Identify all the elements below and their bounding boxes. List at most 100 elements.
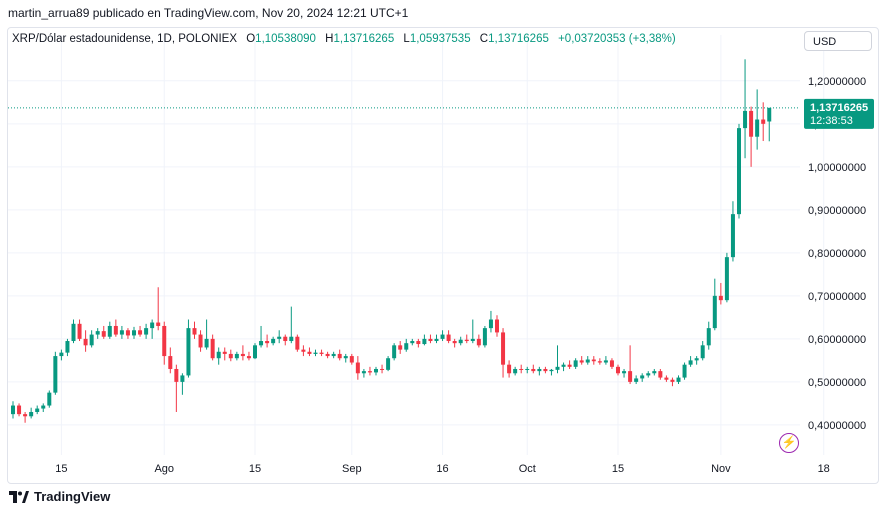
close-label: C: [479, 33, 489, 45]
candle-body: [216, 351, 221, 359]
candle-body: [597, 361, 602, 363]
candle-body: [367, 371, 372, 373]
candle-body: [174, 368, 179, 382]
candle-body: [591, 359, 596, 362]
high-value: 1,13716265: [333, 33, 395, 45]
y-tick-label: 0,60000000: [808, 334, 866, 346]
candle-body: [331, 353, 336, 357]
x-tick-label: Ago: [154, 463, 174, 475]
candle-body: [428, 338, 433, 342]
candle-body: [694, 358, 699, 361]
candle-body: [17, 405, 22, 415]
candle-body: [156, 322, 161, 326]
candle-body: [301, 349, 306, 352]
last-price-text: 1,13716265: [810, 102, 868, 114]
candle-body: [386, 358, 391, 370]
candle-body: [83, 338, 88, 346]
candle-body: [125, 330, 130, 336]
candle-body: [622, 371, 627, 374]
publisher-line: martin_arrua89 publicado en TradingView.…: [8, 6, 409, 20]
y-tick-label: 1,00000000: [808, 162, 866, 174]
y-tick-label: 0,70000000: [808, 291, 866, 303]
candle-body: [567, 364, 572, 367]
candle-body: [289, 336, 294, 342]
candle-body: [65, 341, 70, 353]
candle-body: [101, 331, 106, 337]
candle-body: [192, 328, 197, 335]
candle-body: [718, 295, 723, 301]
y-tick-label: 0,40000000: [808, 420, 866, 432]
x-tick-label: Oct: [519, 463, 536, 475]
candle-body: [404, 343, 409, 350]
candle-body: [337, 353, 342, 359]
candle-body: [724, 257, 729, 301]
candle-body: [749, 110, 754, 137]
candle-body: [640, 375, 645, 379]
candle-body: [761, 119, 766, 124]
candle-body: [476, 338, 481, 346]
candle-body: [198, 334, 203, 348]
candle-body: [495, 319, 499, 333]
tradingview-logo-icon: [9, 490, 29, 503]
candle-body: [355, 362, 360, 374]
candle-body: [531, 368, 536, 372]
symbol-label[interactable]: XRP/Dólar estadounidense, 1D, POLONIEX: [12, 33, 238, 45]
ohlc-legend: XRP/Dólar estadounidense, 1D, POLONIEX O…: [12, 33, 676, 45]
candle-body: [688, 360, 693, 365]
candle-body: [265, 341, 270, 344]
countdown-text: 12:38:53: [810, 115, 853, 127]
change-value: +0,03720353 (+3,38%): [558, 33, 676, 45]
candle-body: [53, 356, 58, 393]
candle-body: [555, 366, 560, 370]
x-tick-label: 16: [436, 463, 448, 475]
candle-body: [246, 356, 251, 359]
candle-body: [234, 353, 239, 359]
candle-body: [755, 119, 760, 137]
candle-body: [543, 368, 548, 372]
candle-body: [482, 328, 487, 346]
candle-body: [253, 345, 257, 359]
candle-body: [380, 368, 385, 370]
candle-body: [113, 325, 118, 335]
candle-body: [259, 341, 264, 346]
candle-body: [271, 338, 276, 344]
candle-body: [119, 330, 124, 335]
open-value: 1,10538090: [255, 33, 316, 45]
candle-body: [132, 330, 136, 336]
candle-body: [501, 332, 506, 365]
x-tick-label: Sep: [342, 463, 362, 475]
candle-body: [295, 336, 300, 350]
lightning-bolt-icon[interactable]: ⚡: [779, 433, 799, 453]
candle-body: [416, 341, 421, 345]
candle-body: [737, 128, 741, 215]
candle-body: [374, 368, 378, 373]
candle-body: [168, 356, 173, 369]
candle-body: [180, 375, 185, 382]
candle-body: [628, 371, 633, 382]
candle-body: [743, 110, 748, 129]
candle-body: [23, 414, 28, 417]
high-label: H: [325, 33, 334, 45]
candle-body: [29, 411, 34, 417]
last-price-tag: [804, 98, 874, 129]
candle-body: [634, 378, 639, 382]
candle-body: [446, 334, 451, 342]
candle-body: [549, 369, 554, 372]
low-label: L: [403, 33, 410, 45]
candle-body: [186, 328, 191, 376]
footer-brand: TradingView: [9, 489, 110, 504]
candle-body: [228, 353, 233, 359]
candle-body: [682, 364, 687, 378]
y-tick-label: 0,80000000: [808, 248, 866, 260]
candle-body: [603, 360, 608, 363]
candle-body: [452, 341, 457, 344]
y-tick-label: 0,90000000: [808, 205, 866, 217]
x-tick-label: 15: [612, 463, 624, 475]
candle-body: [646, 373, 651, 376]
candle-body: [507, 364, 512, 374]
candle-body: [210, 338, 215, 359]
currency-button[interactable]: USD: [804, 31, 872, 51]
candle-body: [343, 356, 348, 359]
candle-body: [47, 392, 52, 406]
